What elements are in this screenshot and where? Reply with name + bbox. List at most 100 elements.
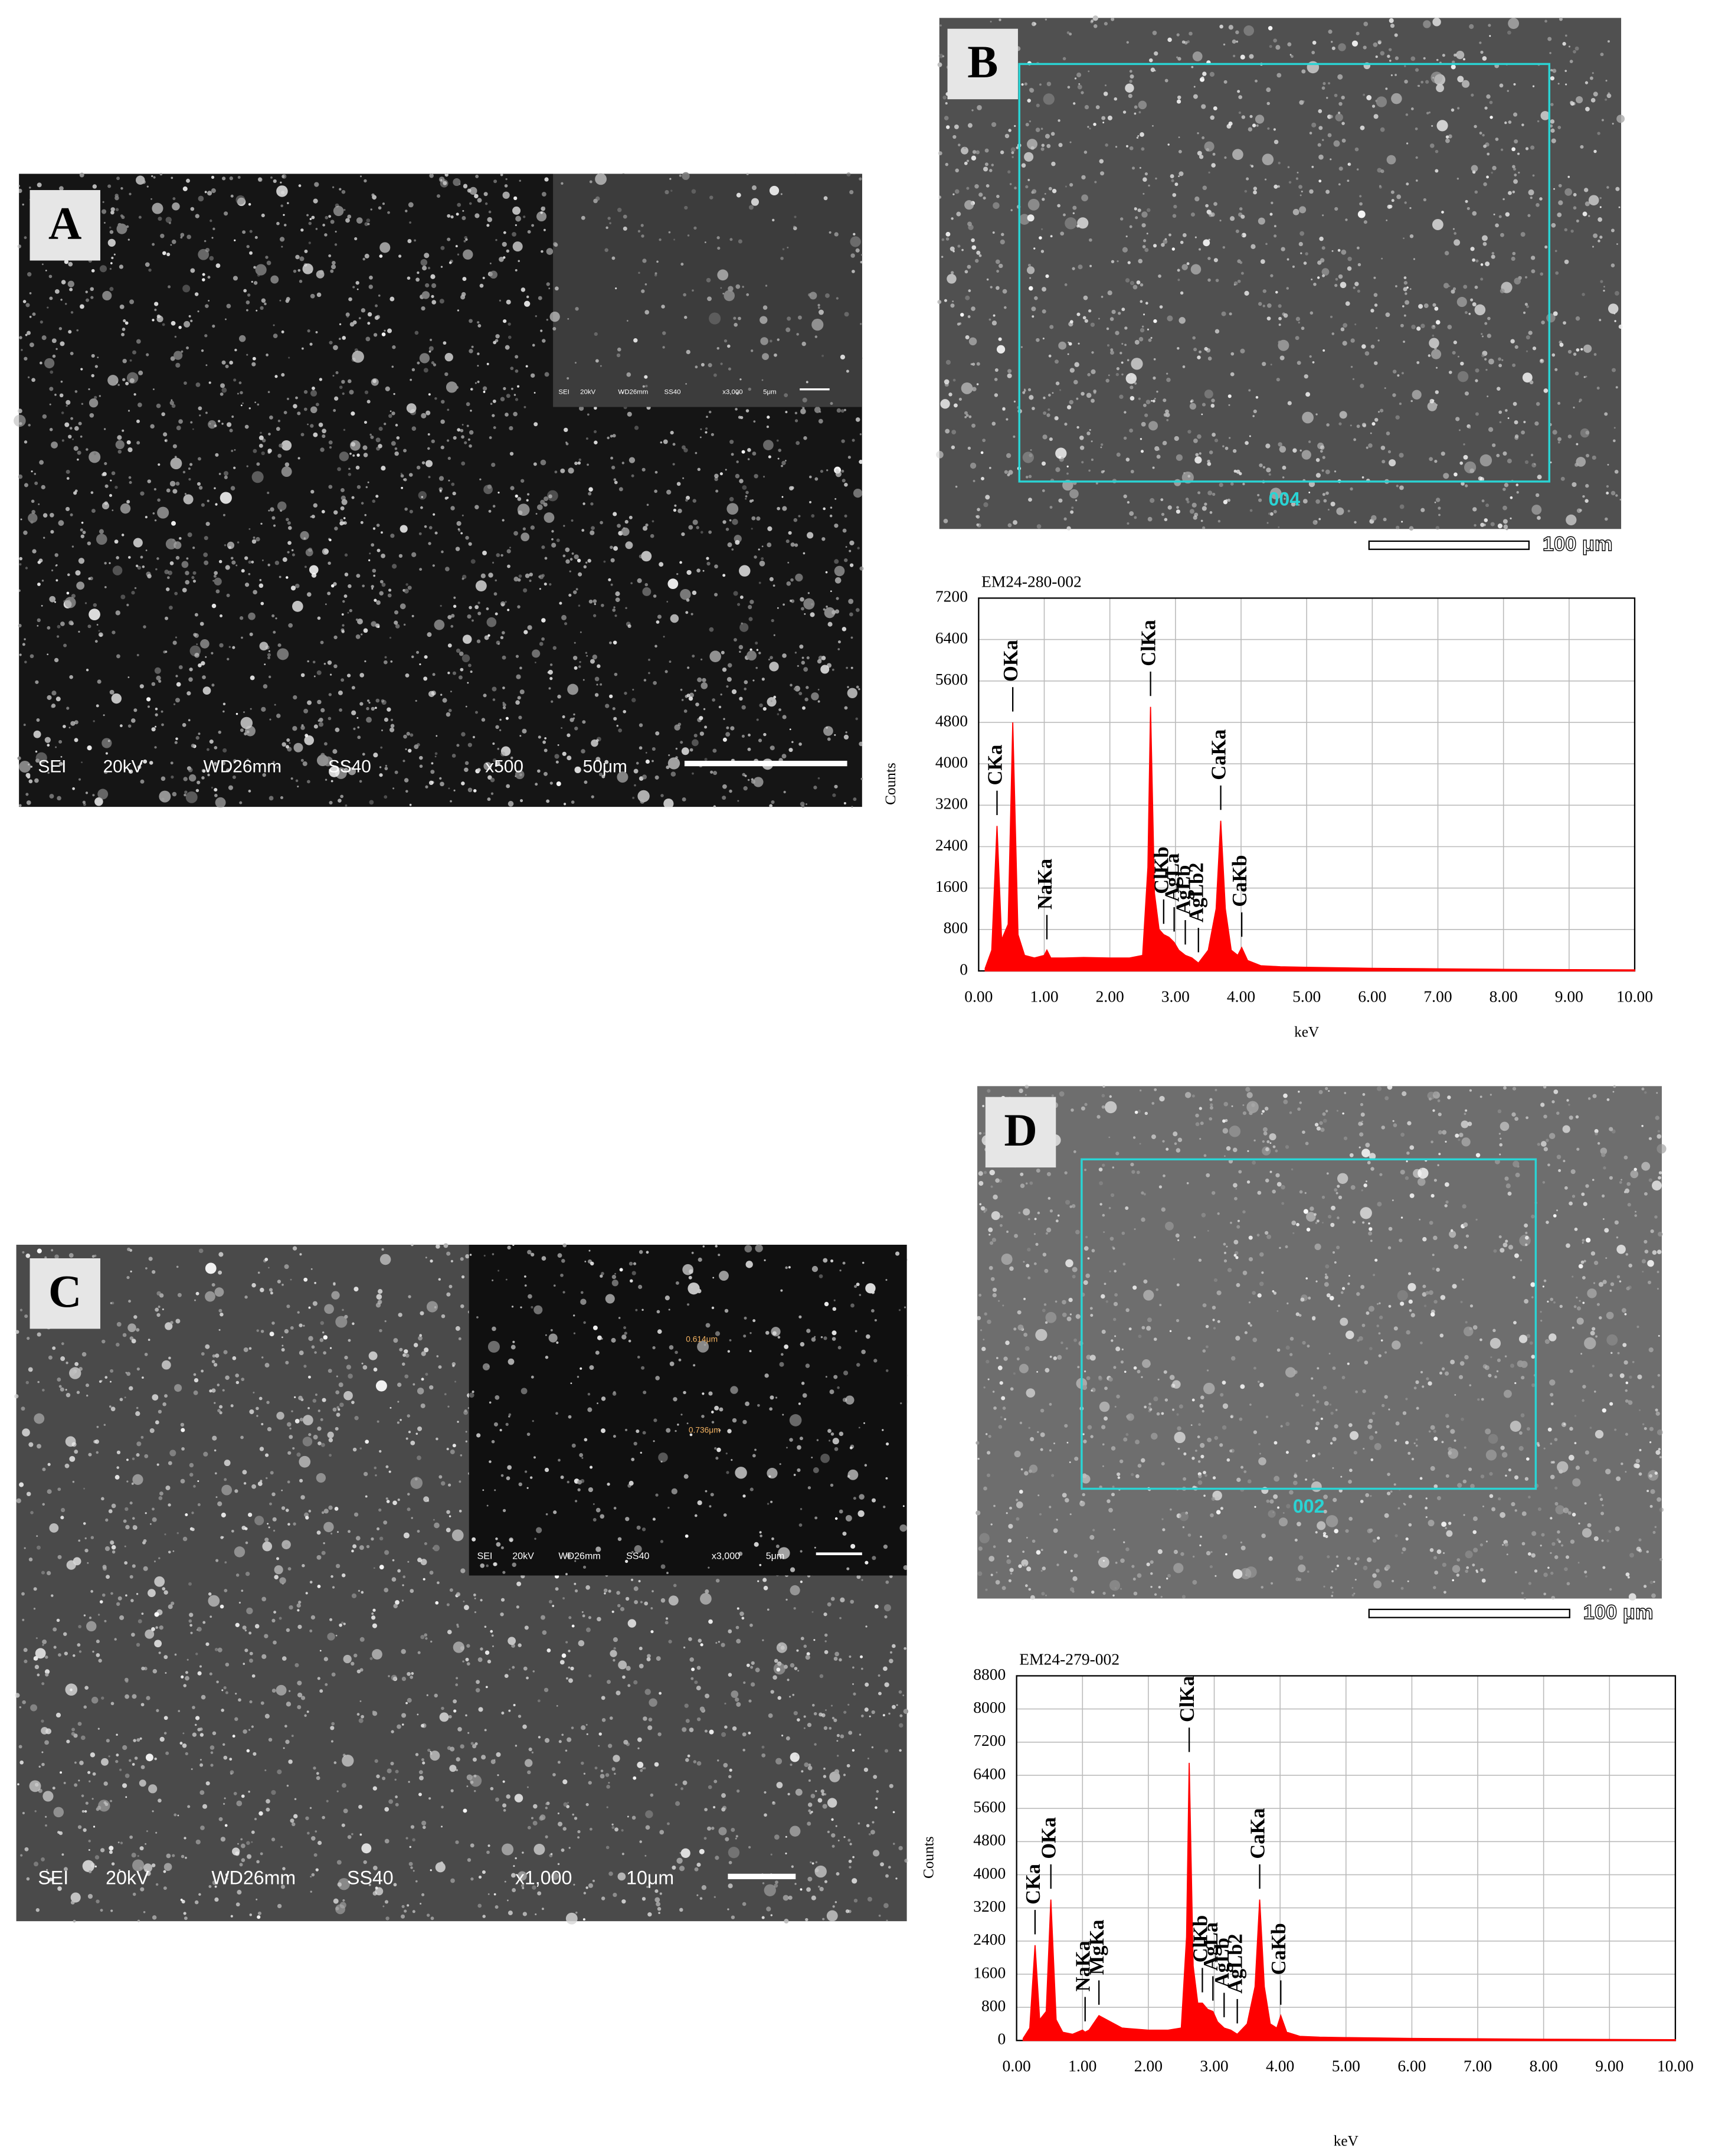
speckle	[86, 298, 89, 302]
speckle	[353, 727, 356, 730]
speckle	[201, 1694, 206, 1700]
speckle	[591, 739, 598, 747]
speckle	[143, 759, 148, 764]
speckle	[197, 1671, 202, 1676]
speckle	[451, 754, 456, 758]
speckle	[133, 1524, 136, 1529]
speckle	[338, 690, 343, 695]
speckle	[419, 755, 423, 760]
speckle	[823, 507, 826, 511]
speckle	[398, 554, 403, 558]
speckle	[253, 1752, 257, 1756]
speckle	[633, 768, 639, 774]
speckle	[532, 649, 541, 658]
speckle	[209, 1615, 212, 1618]
speckle	[166, 1853, 171, 1859]
speckle	[610, 545, 613, 549]
speckle	[899, 1714, 903, 1717]
speckle	[27, 1337, 30, 1340]
speckle	[68, 261, 73, 267]
speckle	[348, 1339, 351, 1342]
speckle	[98, 632, 103, 637]
speckle	[25, 1380, 30, 1385]
speckle	[709, 650, 721, 662]
speckle	[696, 1686, 701, 1691]
speckle	[222, 748, 227, 753]
speckle	[65, 303, 67, 305]
speckle	[430, 1640, 433, 1643]
speckle	[273, 1611, 277, 1614]
speckle	[301, 347, 304, 350]
speckle	[83, 1614, 86, 1617]
speckle	[283, 1747, 285, 1749]
speckle	[804, 1762, 809, 1767]
speckle	[835, 469, 839, 473]
speckle	[209, 219, 212, 223]
speckle	[253, 266, 256, 269]
speckle	[614, 1827, 618, 1832]
speckle	[686, 693, 690, 698]
speckle	[485, 1686, 488, 1689]
speckle	[84, 1537, 87, 1540]
speckle	[790, 542, 795, 547]
speckle	[261, 706, 266, 712]
speckle	[689, 1728, 694, 1732]
speckle	[162, 1360, 171, 1370]
speckle	[219, 643, 224, 648]
speckle	[400, 474, 404, 478]
speckle	[539, 1815, 544, 1821]
speckle	[61, 280, 66, 284]
speckle	[264, 1634, 269, 1638]
speckle	[443, 1243, 449, 1248]
speckle	[739, 650, 741, 653]
speckle	[53, 1645, 57, 1649]
speckle	[300, 228, 304, 232]
speckle	[221, 761, 226, 765]
speckle	[460, 668, 464, 672]
speckle	[450, 1878, 455, 1883]
speckle	[772, 1675, 777, 1680]
speckle	[97, 1614, 100, 1616]
speckle	[726, 685, 729, 688]
speckle	[842, 627, 847, 632]
speckle	[524, 1759, 533, 1767]
speckle	[465, 1657, 469, 1661]
speckle	[22, 203, 24, 206]
speckle	[152, 512, 155, 515]
speckle	[834, 232, 839, 237]
speckle	[37, 624, 39, 627]
speckle	[448, 479, 450, 482]
speckle	[874, 1604, 879, 1609]
speckle	[855, 717, 858, 721]
speckle	[404, 588, 409, 594]
speckle	[109, 562, 111, 564]
speckle	[49, 596, 56, 603]
speckle	[202, 278, 205, 282]
speckle	[724, 1702, 726, 1705]
speckle	[74, 1783, 78, 1787]
speckle	[235, 712, 238, 715]
speckle	[859, 566, 864, 571]
speckle	[86, 1394, 89, 1397]
speckle	[785, 1598, 788, 1601]
speckle	[742, 485, 747, 490]
speckle	[239, 1863, 243, 1867]
speckle	[680, 688, 683, 691]
speckle	[218, 1308, 222, 1313]
speckle	[892, 1644, 896, 1648]
speckle	[34, 778, 39, 783]
speckle	[342, 392, 345, 395]
speckle	[324, 742, 328, 746]
speckle	[120, 594, 126, 600]
speckle	[459, 1480, 461, 1483]
speckle	[72, 438, 74, 440]
speckle	[712, 748, 717, 753]
speckle	[809, 292, 817, 300]
speckle	[328, 485, 333, 489]
speckle	[315, 1830, 317, 1833]
speckle	[60, 1356, 66, 1362]
speckle	[316, 1772, 319, 1775]
speckle	[132, 350, 136, 355]
speckle	[295, 779, 299, 783]
speckle	[699, 716, 703, 721]
